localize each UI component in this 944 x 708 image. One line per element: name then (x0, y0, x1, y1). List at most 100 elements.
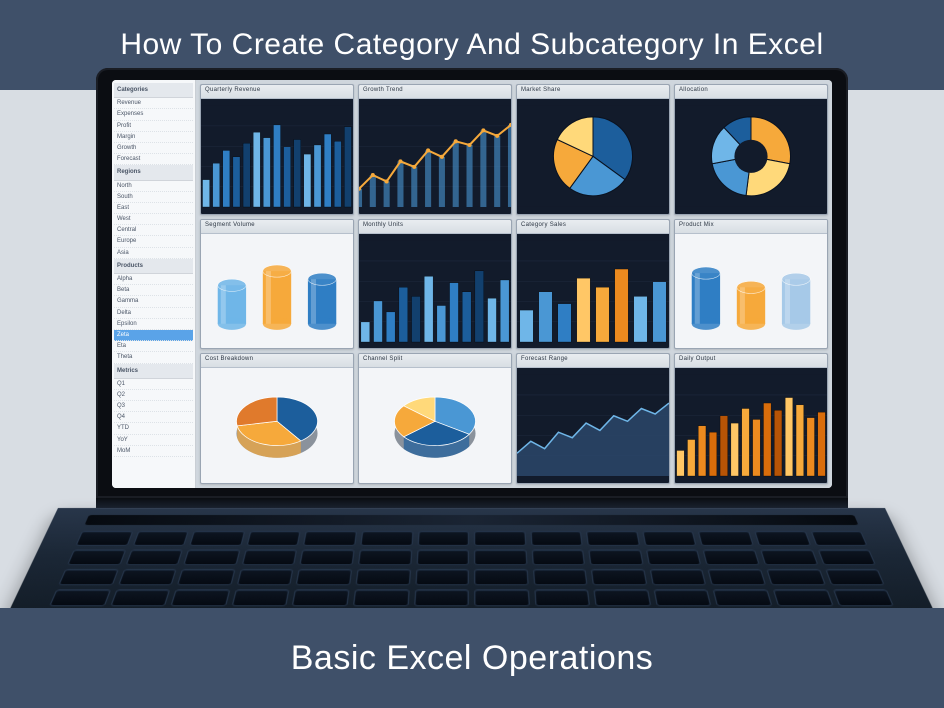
chart-body (359, 368, 511, 483)
key (416, 549, 469, 565)
sidebar-row: Theta (114, 352, 193, 363)
sidebar-row: West (114, 214, 193, 225)
key (126, 549, 184, 565)
sidebar-row: Q2 (114, 390, 193, 401)
chart-panel: Daily Output (674, 353, 828, 484)
sidebar-row: Zeta (114, 330, 193, 341)
key (811, 531, 868, 546)
key (532, 549, 586, 565)
key (587, 531, 641, 546)
key (475, 589, 530, 606)
key (353, 589, 409, 606)
key (184, 549, 241, 565)
chart-panel: Category Sales (516, 219, 670, 350)
key (699, 531, 755, 546)
key (475, 569, 529, 585)
key (591, 569, 647, 585)
chart-body (359, 234, 511, 349)
sidebar-row: Margin (114, 132, 193, 143)
key (190, 531, 246, 546)
key (232, 589, 290, 606)
chart-body (517, 234, 669, 349)
key (358, 549, 412, 565)
chart-body (517, 368, 669, 483)
sidebar-row: Q3 (114, 401, 193, 412)
chart-title: Allocation (675, 85, 827, 99)
key (534, 589, 590, 606)
key (133, 531, 189, 546)
key (361, 531, 414, 546)
laptop-screen: CategoriesRevenueExpensesProfitMarginGro… (112, 80, 832, 488)
key (296, 569, 352, 585)
sidebar-header: Regions (114, 165, 193, 180)
sidebar-header: Products (114, 259, 193, 274)
sidebar-row: YoY (114, 435, 193, 446)
key (414, 589, 469, 606)
key (118, 569, 177, 585)
excel-sidebar: CategoriesRevenueExpensesProfitMarginGro… (112, 80, 196, 488)
key (703, 549, 760, 565)
chart-title: Monthly Units (359, 220, 511, 234)
sidebar-row: Profit (114, 121, 193, 132)
chart-panel: Growth Trend (358, 84, 512, 215)
key (475, 549, 528, 565)
chart-panel: Segment Volume (200, 219, 354, 350)
key (533, 569, 588, 585)
sidebar-row: Central (114, 225, 193, 236)
key (356, 569, 411, 585)
sidebar-row: Europe (114, 236, 193, 247)
sidebar-row: South (114, 192, 193, 203)
chart-title: Quarterly Revenue (201, 85, 353, 99)
chart-panel: Product Mix (674, 219, 828, 350)
chart-body (675, 99, 827, 214)
sidebar-row: Epsilon (114, 319, 193, 330)
title-text: How To Create Category And Subcategory I… (120, 28, 823, 61)
key (650, 569, 707, 585)
sidebar-row: Forecast (114, 154, 193, 165)
laptop-screen-frame: CategoriesRevenueExpensesProfitMarginGro… (96, 68, 848, 498)
key (767, 569, 826, 585)
chart-grid: Quarterly Revenue Growth Trend Market Shar… (196, 80, 832, 488)
sidebar-row: Alpha (114, 274, 193, 285)
sidebar-row: Q1 (114, 379, 193, 390)
sidebar-row: YTD (114, 423, 193, 434)
sidebar-row: Gamma (114, 296, 193, 307)
sidebar-row: Beta (114, 285, 193, 296)
laptop-illustration: CategoriesRevenueExpensesProfitMarginGro… (96, 68, 848, 628)
key (589, 549, 644, 565)
chart-panel: Market Share (516, 84, 670, 215)
key (50, 589, 112, 606)
chart-panel: Monthly Units (358, 219, 512, 350)
keyboard (50, 531, 895, 606)
chart-body (517, 99, 669, 214)
sidebar-row: Expenses (114, 109, 193, 120)
key (171, 589, 230, 606)
key (418, 531, 470, 546)
chart-panel: Forecast Range (516, 353, 670, 484)
key (242, 549, 298, 565)
key (755, 531, 811, 546)
key (594, 589, 651, 606)
key (713, 589, 772, 606)
chart-title: Market Share (517, 85, 669, 99)
key (415, 569, 469, 585)
key (178, 569, 236, 585)
chart-body (675, 234, 827, 349)
chart-title: Channel Split (359, 354, 511, 368)
sidebar-header: Categories (114, 83, 193, 98)
key (643, 531, 698, 546)
chart-title: Cost Breakdown (201, 354, 353, 368)
key (531, 531, 584, 546)
chart-title: Segment Volume (201, 220, 353, 234)
key (110, 589, 171, 606)
chart-panel: Quarterly Revenue (200, 84, 354, 215)
key (247, 531, 302, 546)
sidebar-row: Q4 (114, 412, 193, 423)
key (654, 589, 712, 606)
key (818, 549, 877, 565)
chart-body (359, 99, 511, 214)
chart-body (201, 368, 353, 483)
key (761, 549, 819, 565)
chart-body (675, 368, 827, 483)
subtitle-banner: Basic Excel Operations (0, 608, 944, 708)
